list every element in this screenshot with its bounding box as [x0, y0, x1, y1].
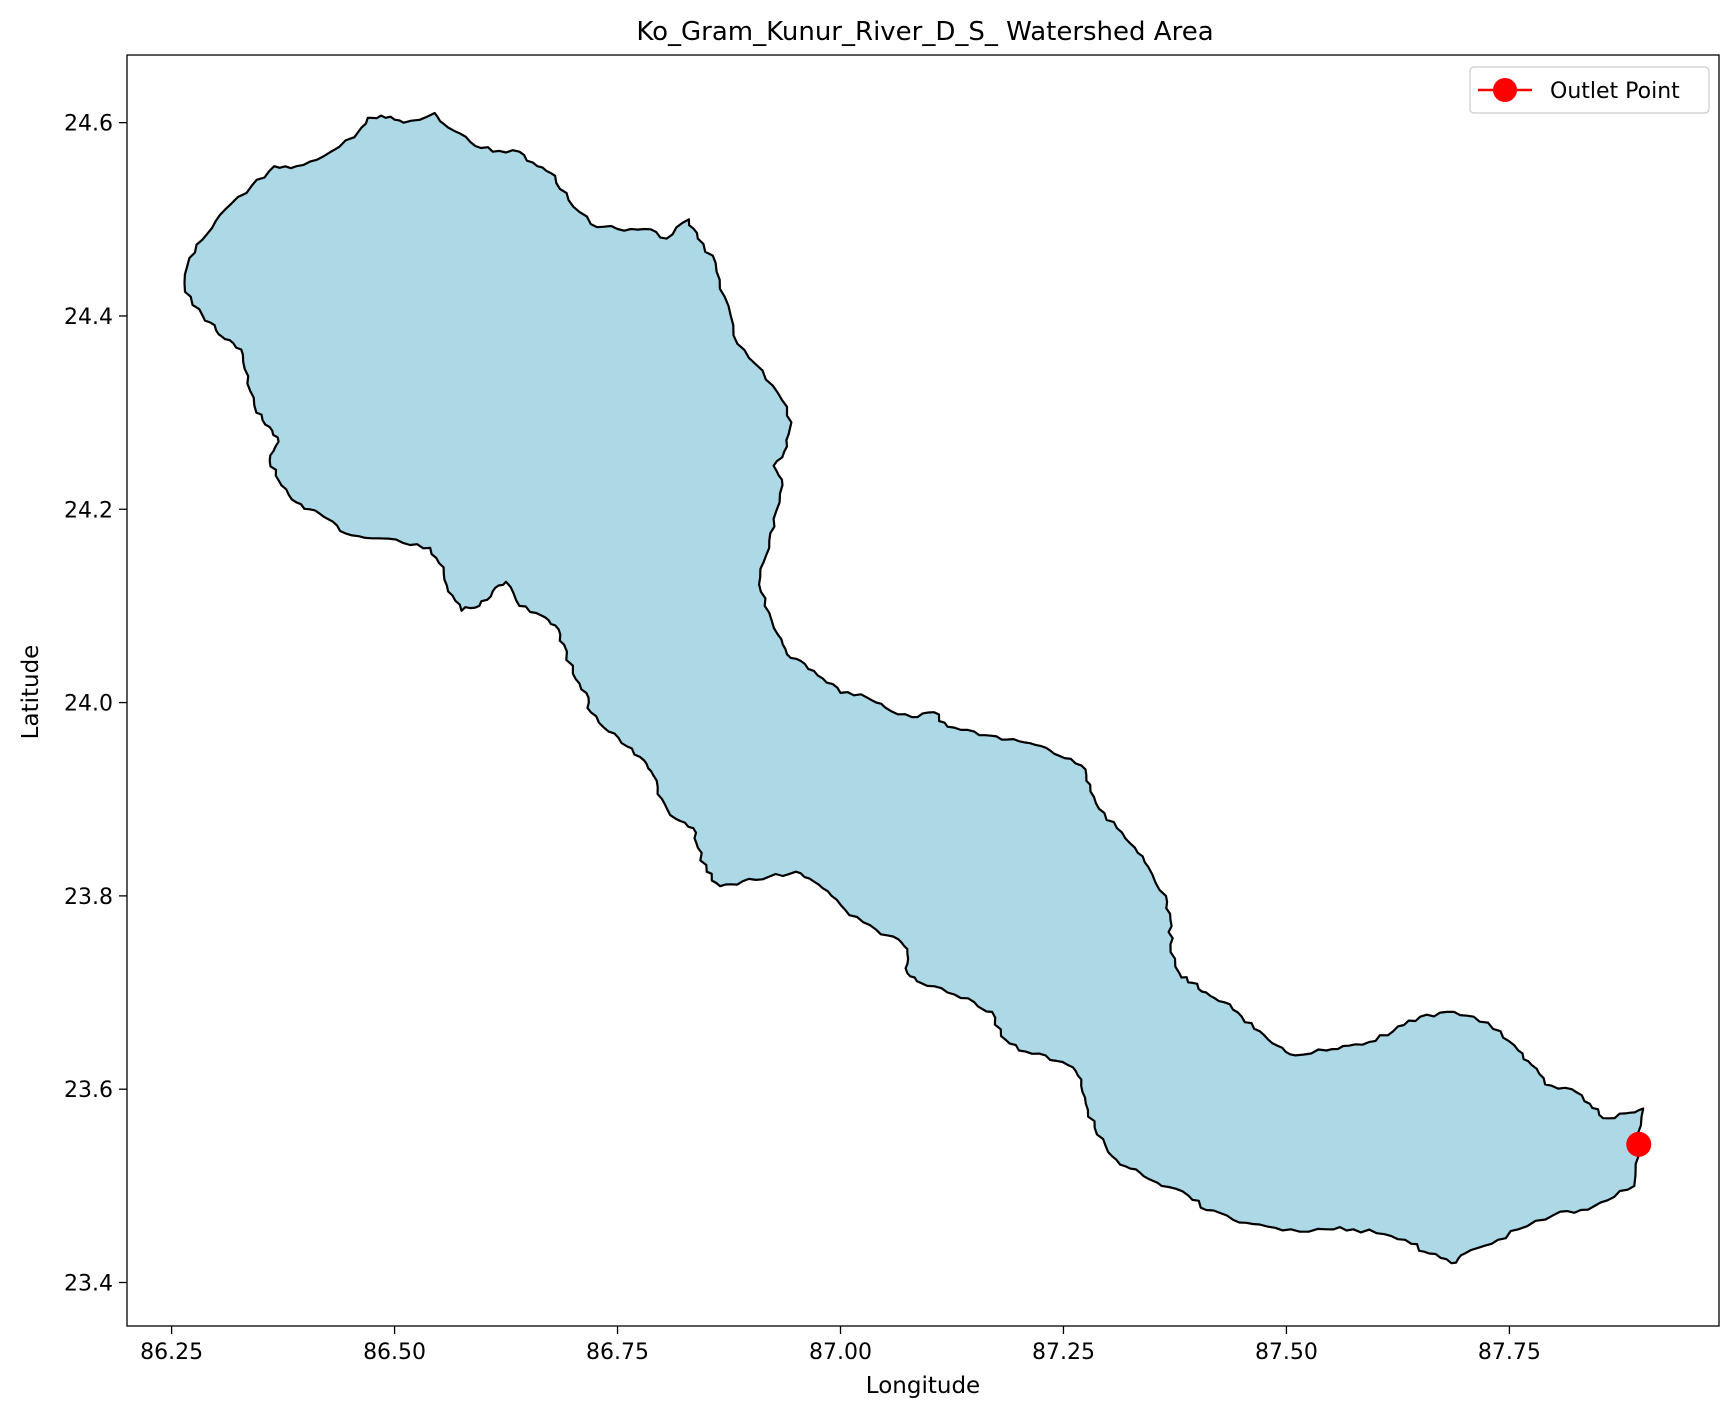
- legend-label-outlet-point: Outlet Point: [1550, 79, 1680, 104]
- x-tick-label: 87.25: [1032, 1340, 1095, 1365]
- y-tick-label: 23.8: [64, 885, 113, 910]
- x-tick-label: 87.00: [809, 1340, 872, 1365]
- legend: Outlet Point: [1469, 66, 1710, 114]
- chart-title: Ko_Gram_Kunur_River_D_S_ Watershed Area: [636, 17, 1213, 47]
- y-axis-label: Latitude: [18, 645, 44, 740]
- legend-box: [1469, 66, 1710, 114]
- x-axis-ticks: 86.25 86.50 86.75 87.00 87.25 87.50 87.75: [140, 1326, 1541, 1365]
- x-tick-label: 87.75: [1478, 1340, 1541, 1365]
- x-tick-label: 86.75: [586, 1340, 649, 1365]
- y-tick-label: 24.6: [64, 112, 113, 137]
- y-tick-label: 24.0: [64, 692, 113, 717]
- watershed-polygon: [183, 111, 1645, 1265]
- axes-frame: [126, 54, 1720, 1327]
- plot-area: [183, 111, 1652, 1265]
- y-tick-label: 23.6: [64, 1078, 113, 1103]
- y-tick-label: 24.4: [64, 305, 113, 330]
- x-tick-label: 86.50: [363, 1340, 426, 1365]
- y-tick-label: 23.4: [64, 1272, 113, 1297]
- outlet-point-marker: [1626, 1131, 1652, 1157]
- legend-marker-swatch: [1493, 78, 1517, 102]
- x-axis-label: Longitude: [866, 1373, 980, 1399]
- x-tick-label: 86.25: [140, 1340, 203, 1365]
- x-tick-label: 87.50: [1255, 1340, 1318, 1365]
- y-axis-ticks: 23.4 23.6 23.8 24.0 24.2 24.4 24.6: [64, 112, 127, 1297]
- y-tick-label: 24.2: [64, 498, 113, 523]
